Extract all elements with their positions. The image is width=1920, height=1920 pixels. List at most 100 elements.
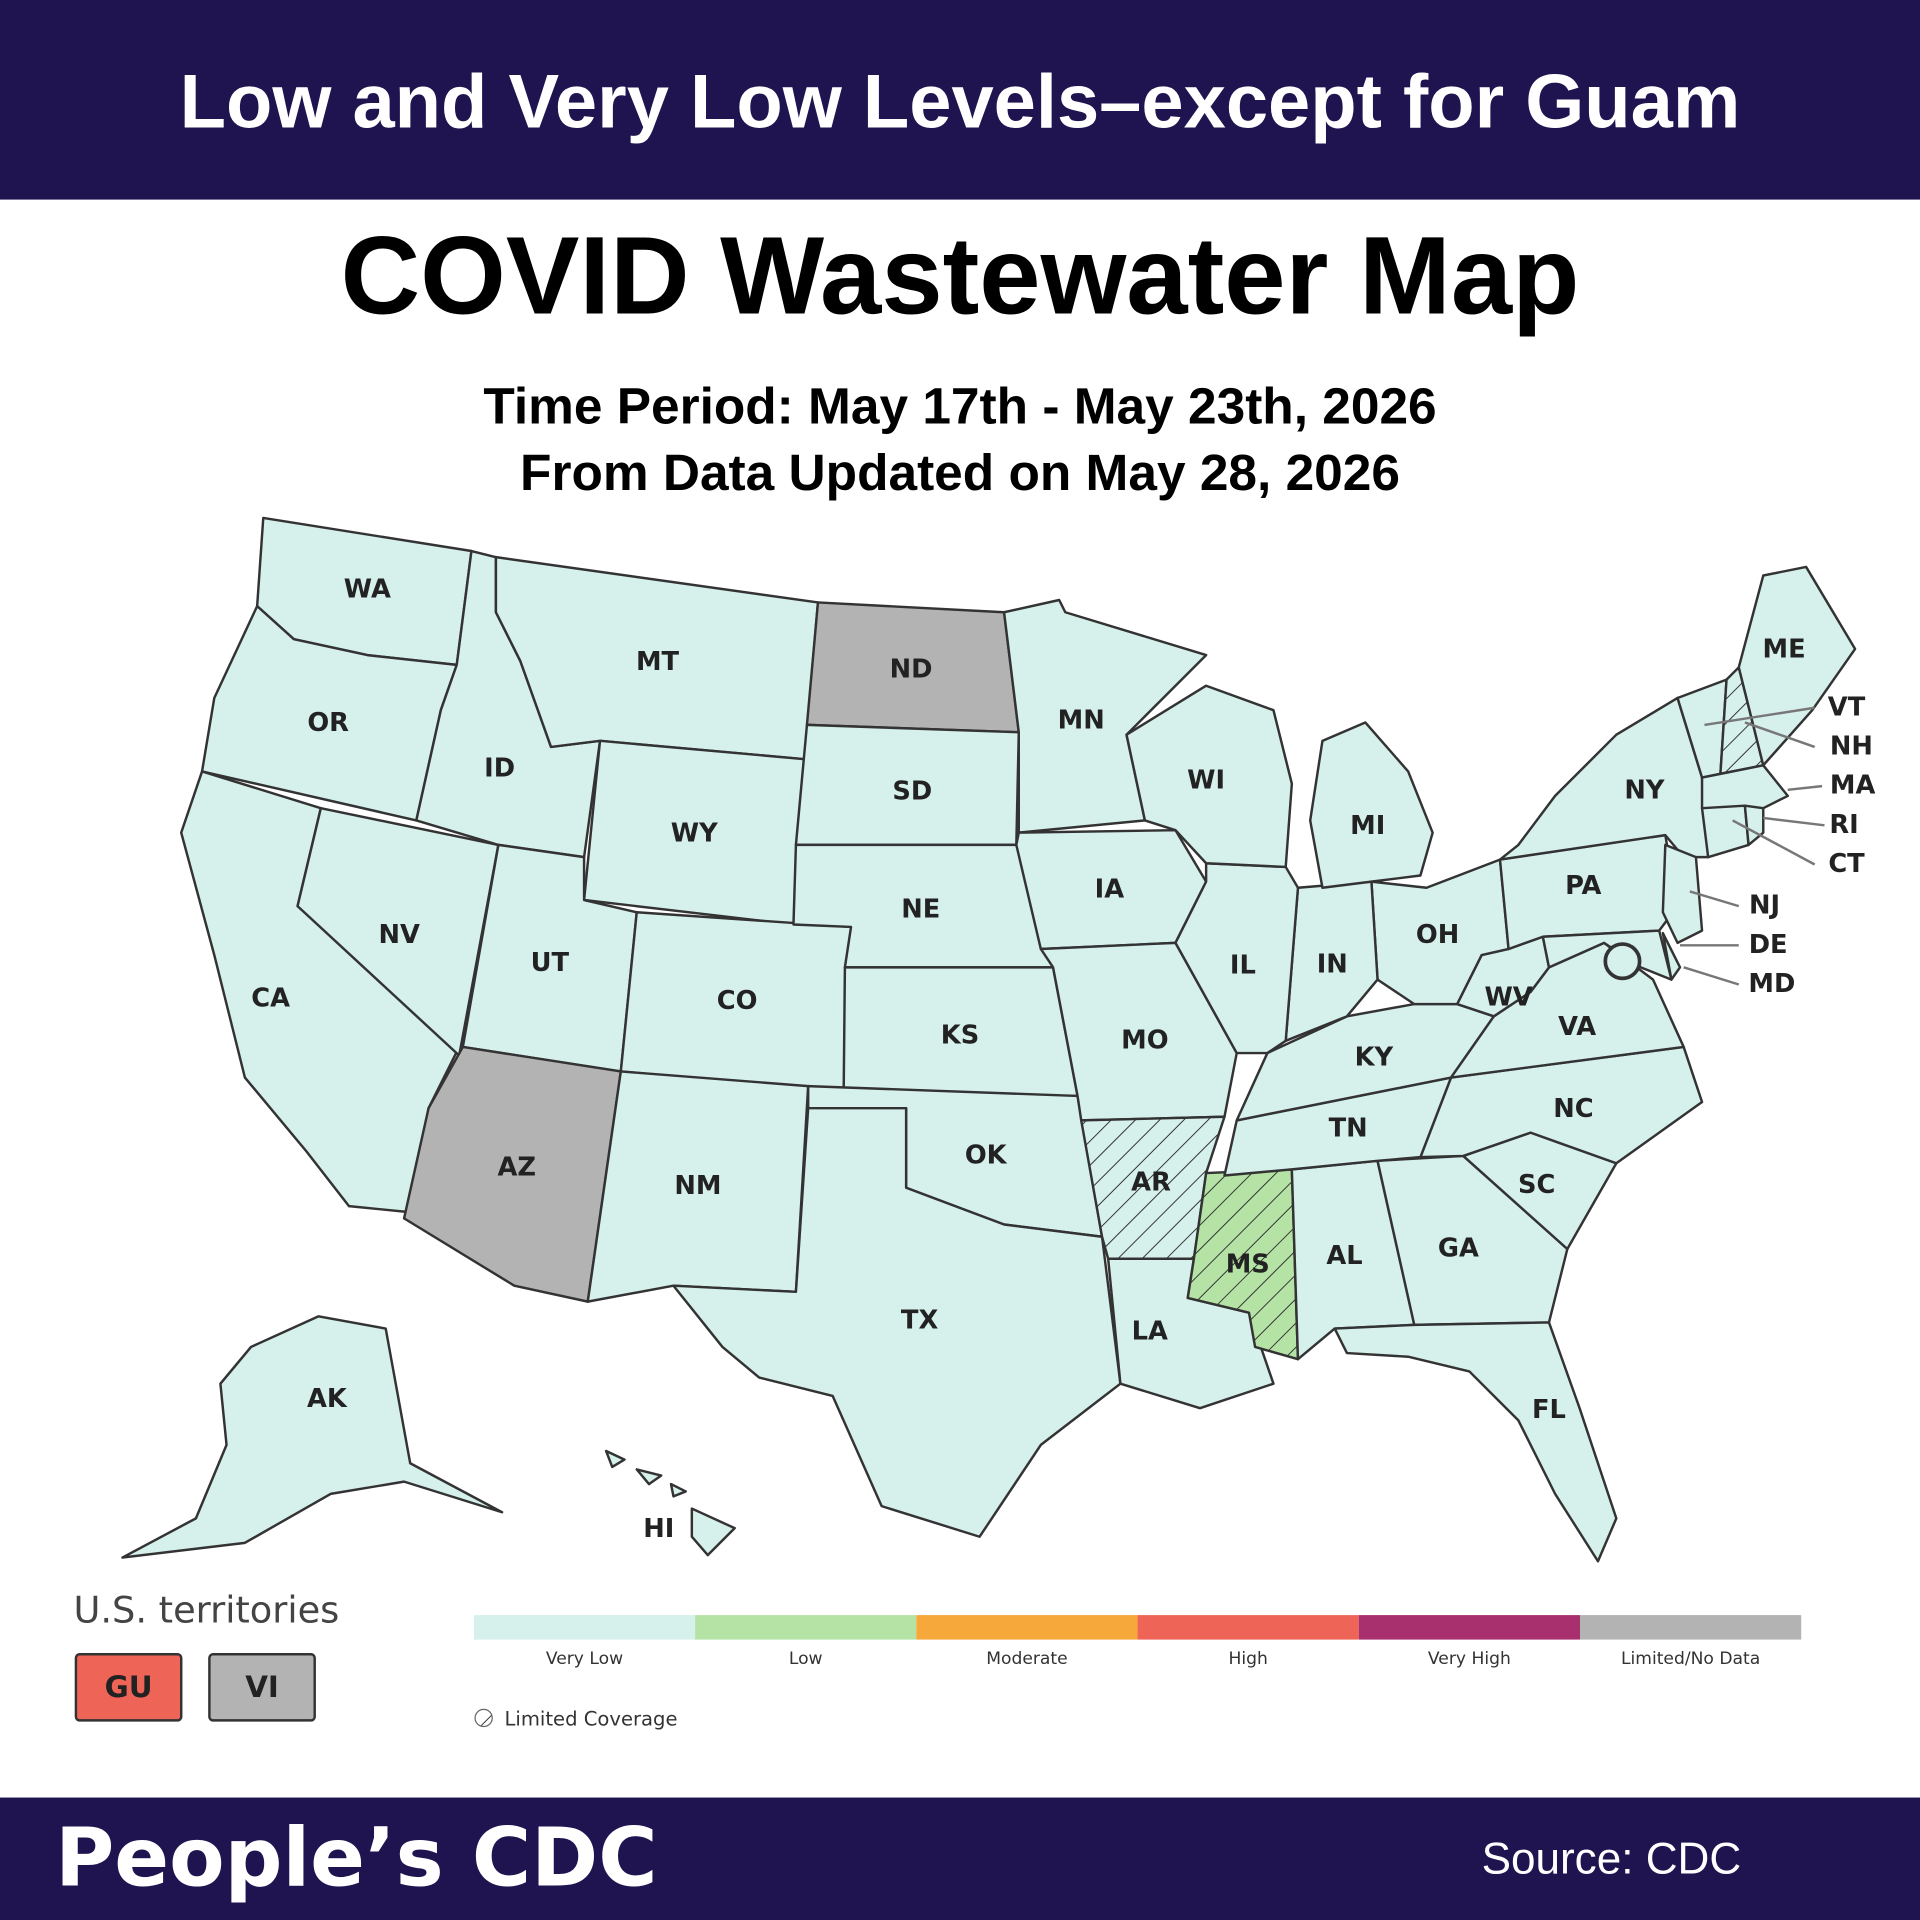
callout-line [1787, 784, 1823, 792]
state-shape [1125, 684, 1294, 869]
callout-line [1744, 721, 1816, 749]
legend-label: Very Low [546, 1649, 623, 1669]
state-label: HI [643, 1514, 674, 1544]
limited-coverage-label: Limited Coverage [504, 1707, 677, 1730]
territories: GU VI [74, 1653, 316, 1722]
state-shape [1333, 1321, 1618, 1563]
territory-box [208, 1653, 316, 1722]
legend-label: High [1228, 1649, 1267, 1669]
state-label: KS [941, 1020, 979, 1050]
limited-coverage-hatch [1720, 667, 1764, 774]
state-label: DE [1749, 930, 1788, 960]
header-bar [0, 0, 1920, 200]
state-label: MI [1350, 811, 1385, 841]
state-label: NH [1830, 731, 1873, 761]
time-period: Time Period: May 17th - May 23th, 2026 [483, 377, 1436, 435]
state-shape [1308, 721, 1434, 889]
legend-swatch [1580, 1615, 1802, 1640]
legend-swatch [916, 1615, 1138, 1640]
state-label: MN [1058, 706, 1105, 736]
state-label: CO [717, 986, 758, 1016]
state-label: OH [1416, 920, 1459, 950]
state-label: WI [1187, 766, 1225, 796]
dc-marker [1603, 942, 1642, 981]
state-label: MT [636, 647, 680, 677]
state-label: NC [1553, 1094, 1593, 1124]
state-shape [1661, 843, 1704, 945]
state-label: VT [1828, 692, 1866, 722]
state-label: SD [892, 777, 932, 807]
state-label: ME [1763, 635, 1806, 665]
brand: People’s CDC [55, 1812, 657, 1906]
state-label: TN [1329, 1113, 1368, 1143]
state-label: ND [890, 654, 933, 684]
callout-line [1732, 819, 1816, 866]
state-shape [1700, 804, 1750, 859]
state-label: MO [1121, 1025, 1168, 1055]
callout-line [1704, 706, 1815, 727]
legend-swatch [1358, 1615, 1580, 1640]
us-map: WA OR CA NV ID MT WY UT AZ CO NM ND SD NE KS OK TX MN IA MO… [121, 516, 1876, 1563]
state-label: CA [251, 984, 290, 1014]
state-shape [1370, 858, 1510, 1006]
state-shape [669, 1482, 687, 1498]
state-label: WA [344, 575, 391, 605]
state-label: NE [901, 894, 940, 924]
state-label: ID [484, 753, 515, 783]
state-label: MA [1830, 771, 1876, 801]
state-label: UT [531, 948, 570, 978]
legend-label: Very High [1428, 1649, 1511, 1669]
state-label: IA [1095, 875, 1125, 905]
legend-swatch [695, 1615, 917, 1640]
state-label: CT [1828, 849, 1865, 879]
state-label: PA [1565, 871, 1601, 901]
territories-title: U.S. territories [73, 1588, 339, 1631]
territory-label: VI [245, 1670, 279, 1704]
callout-line [1683, 966, 1740, 986]
state-label: GA [1438, 1233, 1479, 1263]
state-label: FL [1532, 1395, 1566, 1425]
header-title: Low and Very Low Levels–except for Guam [180, 59, 1741, 144]
legend-label: Limited/No Data [1621, 1649, 1760, 1669]
state-label: WY [671, 818, 718, 848]
state-shape [121, 1315, 504, 1559]
state-shape [690, 1507, 736, 1557]
state-label: NV [378, 920, 420, 950]
state-label: NY [1624, 776, 1665, 806]
state-label: AK [307, 1384, 348, 1414]
state-shape [1661, 931, 1682, 981]
state-shape [1498, 696, 1710, 861]
state-shape [604, 1449, 626, 1469]
state-label: NM [674, 1171, 721, 1201]
source: Source: CDC [1482, 1834, 1742, 1883]
state-label: KY [1355, 1042, 1394, 1072]
state-label: MD [1748, 969, 1795, 999]
legend-swatch [473, 1615, 696, 1640]
state-label: VA [1558, 1012, 1596, 1042]
state-shape [672, 1106, 1122, 1538]
updated-date: From Data Updated on May 28, 2026 [520, 443, 1400, 501]
state-shape [1541, 929, 1673, 981]
state-label: LA [1132, 1317, 1168, 1347]
legend-swatch [1137, 1615, 1359, 1640]
legend-label: Moderate [986, 1649, 1067, 1669]
legend: Very Low Low Moderate High Very High Limited/… [473, 1615, 1802, 1730]
state-label: AZ [497, 1153, 536, 1183]
state-label: SC [1518, 1170, 1555, 1200]
state-shape [1174, 862, 1300, 1055]
territory-box [74, 1653, 183, 1722]
state-label: IN [1317, 949, 1348, 979]
state-label: AL [1326, 1241, 1362, 1271]
state-label: IL [1230, 951, 1256, 981]
callout-line [1689, 890, 1740, 908]
footer-bar [0, 1797, 1920, 1920]
limited-coverage-hatch [1081, 1116, 1225, 1259]
state-label: MS [1226, 1249, 1270, 1279]
legend-label: Low [789, 1649, 823, 1669]
limited-coverage-hatch [1187, 1169, 1298, 1360]
state-label: RI [1829, 810, 1858, 840]
state-label: NJ [1749, 891, 1780, 921]
limited-coverage-icon [474, 1708, 493, 1728]
